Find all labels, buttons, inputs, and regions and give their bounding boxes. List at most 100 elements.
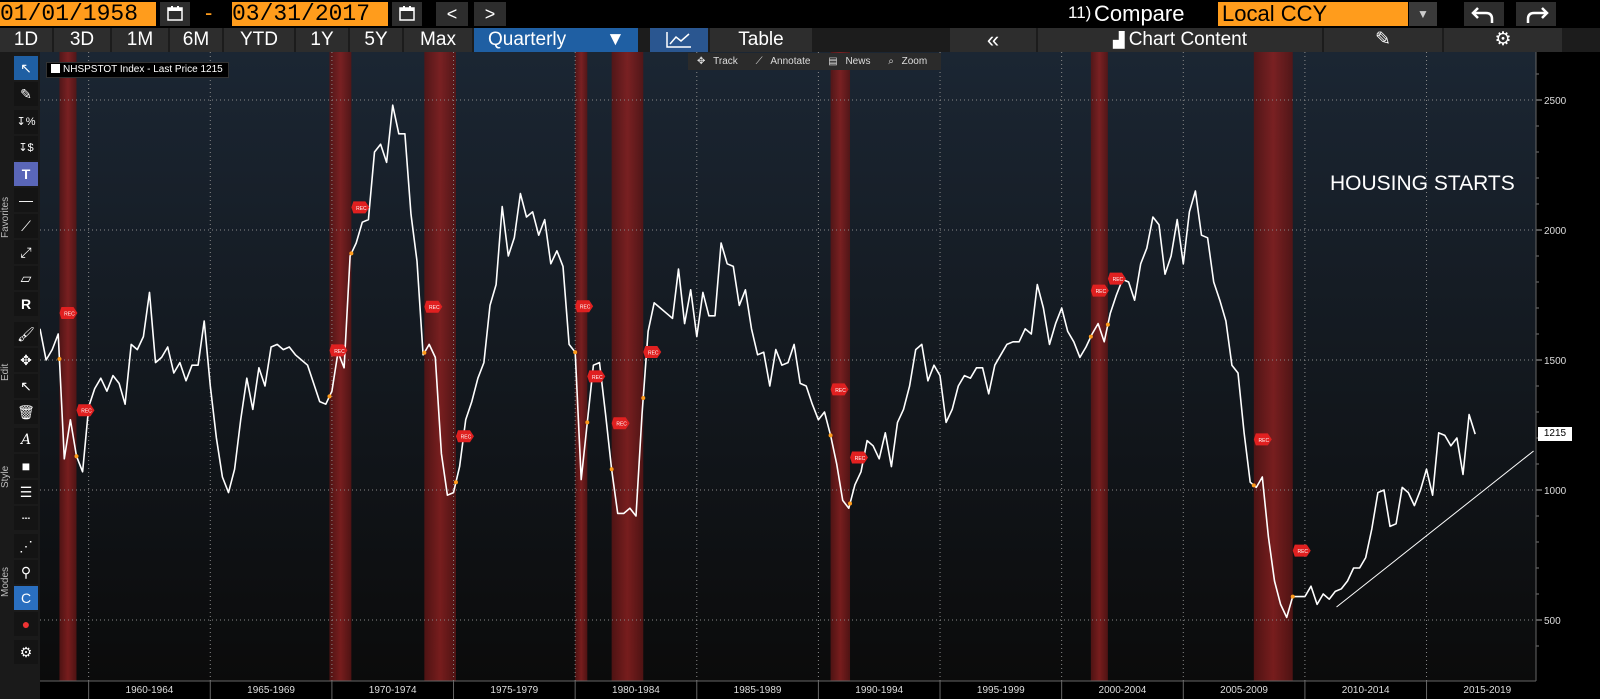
legend[interactable]: NHSPSTOT Index - Last Price 1215: [46, 62, 229, 78]
end-calendar-icon[interactable]: [392, 2, 422, 26]
currency-select[interactable]: Local CCY: [1218, 2, 1408, 26]
range-button-1m[interactable]: 1M: [112, 28, 168, 52]
rec-flag-label: REC: [429, 305, 440, 311]
undo-icon[interactable]: [1464, 2, 1504, 26]
x-tick-label: 2015-2019: [1463, 685, 1511, 696]
edit-chart-icon[interactable]: ✎: [1324, 28, 1442, 52]
range-button-3d[interactable]: 3D: [54, 28, 110, 52]
pen-icon[interactable]: ✎: [14, 82, 38, 106]
top-toolbar: 01/01/1958 - 03/31/2017 < > 11) Compare …: [0, 0, 1600, 28]
trend-line-icon[interactable]: ⟋: [14, 214, 38, 238]
news-button[interactable]: ▤ News: [828, 56, 871, 67]
ray-line-icon[interactable]: ⤢: [14, 240, 38, 264]
recession-point-marker: [1088, 334, 1093, 339]
rec-flag-label: REC: [81, 409, 92, 415]
brush-icon[interactable]: 🖌: [14, 322, 38, 346]
x-tick-label: 2005-2009: [1220, 685, 1268, 696]
trend-line: [1336, 450, 1534, 608]
percent-change-icon[interactable]: ↧%: [14, 110, 38, 134]
section-label-style: Style: [0, 465, 11, 489]
start-date-field[interactable]: 01/01/1958: [0, 2, 156, 26]
recession-point-marker: [1290, 594, 1295, 599]
collapse-panel-button[interactable]: «: [950, 28, 1036, 52]
snap-mode-icon[interactable]: ⋰: [14, 534, 38, 558]
chart-area[interactable]: REC REC REC REC REC REC REC REC REC REC REC REC REC R…: [40, 52, 1600, 699]
x-tick-label: 1960-1964: [126, 685, 174, 696]
gear-icon[interactable]: ⚙: [1444, 28, 1562, 52]
rec-flag-label: REC: [592, 375, 603, 381]
range-button-1y[interactable]: 1Y: [296, 28, 348, 52]
chart-content-button[interactable]: ▟ Chart Content: [1038, 28, 1322, 52]
track-label: Track: [713, 56, 738, 67]
start-calendar-icon[interactable]: [160, 2, 190, 26]
recession-point-marker: [349, 251, 354, 256]
regression-icon[interactable]: R: [14, 292, 38, 316]
x-tick-label: 1990-1994: [855, 685, 903, 696]
range-toolbar: 1D 3D 1M 6M YTD 1Y 5Y Max Quarterly ▼ Ta…: [0, 28, 1600, 52]
recession-band: [1253, 52, 1293, 681]
rec-flag-shape: [1090, 284, 1109, 297]
font-style-icon[interactable]: A: [14, 428, 38, 452]
recession-point-marker: [585, 420, 590, 425]
move-icon[interactable]: ✥: [14, 348, 38, 372]
end-date-field[interactable]: 03/31/2017: [232, 2, 388, 26]
previous-period-button[interactable]: <: [436, 2, 468, 26]
y-tick-label: 2500: [1544, 96, 1567, 107]
rec-flag-shape: [575, 300, 594, 313]
recession-point-marker: [848, 501, 853, 506]
range-button-max[interactable]: Max: [404, 28, 472, 52]
rec-flag-marker: REC: [587, 370, 606, 383]
recession-band: [329, 52, 352, 681]
range-button-1d[interactable]: 1D: [0, 28, 52, 52]
rec-flag-label: REC: [648, 350, 659, 356]
news-label: News: [845, 56, 871, 67]
rec-flag-shape: [1292, 544, 1311, 557]
rec-flag-label: REC: [855, 456, 866, 462]
redo-icon[interactable]: [1516, 2, 1556, 26]
section-label-modes: Modes: [0, 567, 11, 598]
recession-point-marker: [74, 454, 79, 459]
price-change-icon[interactable]: ↧$: [14, 136, 38, 160]
fill-color-icon[interactable]: ■: [14, 454, 38, 478]
last-price-tag: 1215: [1538, 427, 1572, 441]
zoom-button[interactable]: ⌕ Zoom: [888, 56, 928, 67]
x-tick-label: 1970-1974: [369, 685, 417, 696]
table-view-button[interactable]: Table: [710, 28, 812, 52]
line-style-icon[interactable]: ┄: [14, 506, 38, 530]
x-tick-label: 1985-1989: [734, 685, 782, 696]
rec-flag-shape: [59, 306, 78, 319]
color-palette-icon[interactable]: ●: [14, 612, 38, 636]
rec-flag-marker: REC: [1107, 272, 1126, 285]
next-period-button[interactable]: >: [474, 2, 506, 26]
chevron-down-icon: ▼: [606, 29, 625, 50]
line-weight-icon[interactable]: ☰: [14, 480, 38, 504]
rec-flag-label: REC: [1297, 549, 1308, 555]
range-button-5y[interactable]: 5Y: [350, 28, 402, 52]
crosshair-mode-icon[interactable]: C: [14, 586, 38, 610]
line-chart-icon[interactable]: [650, 28, 708, 52]
range-button-ytd[interactable]: YTD: [224, 28, 294, 52]
text-tool-icon[interactable]: T: [14, 162, 38, 186]
channel-icon[interactable]: ▱: [14, 266, 38, 290]
chevron-down-icon[interactable]: ▼: [1409, 2, 1437, 26]
periodicity-select[interactable]: Quarterly ▼: [474, 28, 638, 52]
horizontal-line-icon[interactable]: —: [14, 188, 38, 212]
cursor-icon[interactable]: ↖: [14, 56, 38, 80]
price-chart: REC REC REC REC REC REC REC REC REC REC REC REC REC R…: [40, 52, 1600, 699]
track-button[interactable]: ✥ Track: [697, 56, 738, 67]
magnet-icon[interactable]: ⚲: [14, 560, 38, 584]
rec-flag-marker: REC: [351, 201, 370, 214]
rec-flag-label: REC: [616, 422, 627, 428]
x-tick-label: 1980-1984: [612, 685, 660, 696]
y-tick-label: 500: [1544, 616, 1561, 627]
trash-icon[interactable]: 🗑: [14, 400, 38, 424]
annotate-button[interactable]: ⟋ Annotate: [755, 56, 811, 67]
select-add-icon[interactable]: ↖: [14, 374, 38, 398]
recession-band: [59, 52, 77, 681]
settings-icon[interactable]: ⚙: [14, 640, 38, 664]
rec-flag-marker: REC: [1292, 544, 1311, 557]
compare-button[interactable]: Compare: [1094, 1, 1185, 26]
range-button-6m[interactable]: 6M: [170, 28, 222, 52]
recession-point-marker: [573, 350, 578, 355]
rec-flag-marker: REC: [1253, 433, 1272, 446]
